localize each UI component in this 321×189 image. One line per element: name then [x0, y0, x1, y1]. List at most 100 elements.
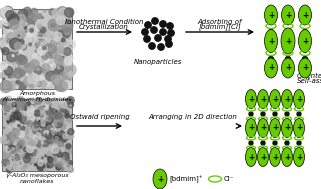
Circle shape [19, 161, 22, 163]
Circle shape [58, 122, 63, 126]
Circle shape [29, 147, 30, 149]
Text: +: + [302, 64, 308, 73]
Circle shape [22, 41, 23, 43]
Text: Oriented: Oriented [297, 73, 321, 79]
Circle shape [44, 169, 47, 171]
Ellipse shape [282, 119, 292, 138]
Circle shape [51, 67, 59, 75]
Circle shape [54, 78, 59, 84]
Circle shape [9, 19, 19, 29]
Circle shape [58, 66, 64, 72]
Circle shape [28, 156, 35, 163]
Circle shape [44, 120, 45, 121]
Circle shape [65, 113, 69, 118]
Circle shape [5, 113, 6, 115]
Circle shape [67, 97, 74, 104]
Ellipse shape [293, 119, 305, 138]
Circle shape [52, 53, 58, 60]
Circle shape [55, 85, 60, 90]
Circle shape [44, 59, 46, 61]
Circle shape [55, 128, 61, 135]
Ellipse shape [299, 58, 311, 78]
Circle shape [48, 44, 53, 48]
Circle shape [6, 147, 8, 148]
Circle shape [7, 15, 15, 22]
Circle shape [18, 125, 20, 127]
Circle shape [67, 133, 74, 139]
Circle shape [43, 119, 49, 125]
Circle shape [8, 14, 19, 25]
Circle shape [22, 106, 26, 111]
Circle shape [45, 116, 49, 121]
Circle shape [7, 18, 11, 22]
Circle shape [155, 35, 161, 41]
Circle shape [2, 135, 6, 140]
Circle shape [59, 13, 65, 20]
Text: +: + [248, 123, 254, 132]
Circle shape [68, 129, 74, 135]
Circle shape [149, 43, 155, 49]
Circle shape [40, 41, 51, 52]
Circle shape [160, 21, 166, 27]
Circle shape [68, 135, 73, 139]
Circle shape [30, 162, 32, 164]
Circle shape [13, 148, 14, 149]
Circle shape [31, 142, 38, 149]
Ellipse shape [299, 5, 311, 25]
Circle shape [12, 14, 18, 19]
Circle shape [22, 127, 29, 133]
Circle shape [27, 21, 33, 27]
Circle shape [19, 81, 26, 89]
Circle shape [24, 9, 33, 18]
Circle shape [19, 70, 25, 76]
Circle shape [51, 148, 56, 154]
Circle shape [16, 15, 22, 20]
Circle shape [44, 9, 46, 12]
Circle shape [65, 111, 69, 115]
Circle shape [165, 36, 171, 42]
Circle shape [65, 148, 72, 155]
Circle shape [2, 15, 12, 26]
Circle shape [0, 72, 7, 79]
Circle shape [48, 139, 53, 145]
Circle shape [48, 151, 51, 155]
Circle shape [37, 83, 40, 86]
Circle shape [10, 50, 13, 54]
Circle shape [10, 38, 21, 49]
Circle shape [302, 29, 308, 35]
Circle shape [21, 44, 27, 50]
Text: Self-assemble: Self-assemble [297, 78, 321, 84]
Circle shape [57, 67, 60, 69]
Circle shape [29, 100, 35, 106]
Circle shape [63, 147, 64, 148]
Circle shape [55, 126, 60, 131]
Circle shape [54, 148, 60, 155]
Circle shape [9, 123, 14, 129]
Circle shape [59, 137, 63, 142]
Circle shape [7, 39, 11, 43]
Circle shape [20, 58, 29, 67]
Circle shape [45, 154, 48, 157]
Circle shape [34, 110, 40, 116]
Circle shape [62, 109, 68, 115]
Circle shape [50, 70, 52, 73]
Circle shape [36, 68, 39, 70]
Circle shape [33, 126, 38, 132]
Circle shape [4, 139, 9, 144]
Ellipse shape [257, 90, 268, 108]
Circle shape [19, 40, 24, 44]
Circle shape [43, 46, 46, 50]
Ellipse shape [246, 147, 256, 167]
Text: +: + [268, 36, 274, 46]
Circle shape [59, 37, 64, 42]
Circle shape [64, 130, 69, 136]
Circle shape [32, 114, 33, 115]
Circle shape [53, 70, 62, 78]
Circle shape [52, 70, 54, 72]
Circle shape [7, 165, 11, 169]
Circle shape [13, 108, 15, 110]
Circle shape [27, 33, 31, 37]
Circle shape [4, 105, 11, 112]
Circle shape [10, 12, 16, 19]
Circle shape [53, 112, 57, 117]
